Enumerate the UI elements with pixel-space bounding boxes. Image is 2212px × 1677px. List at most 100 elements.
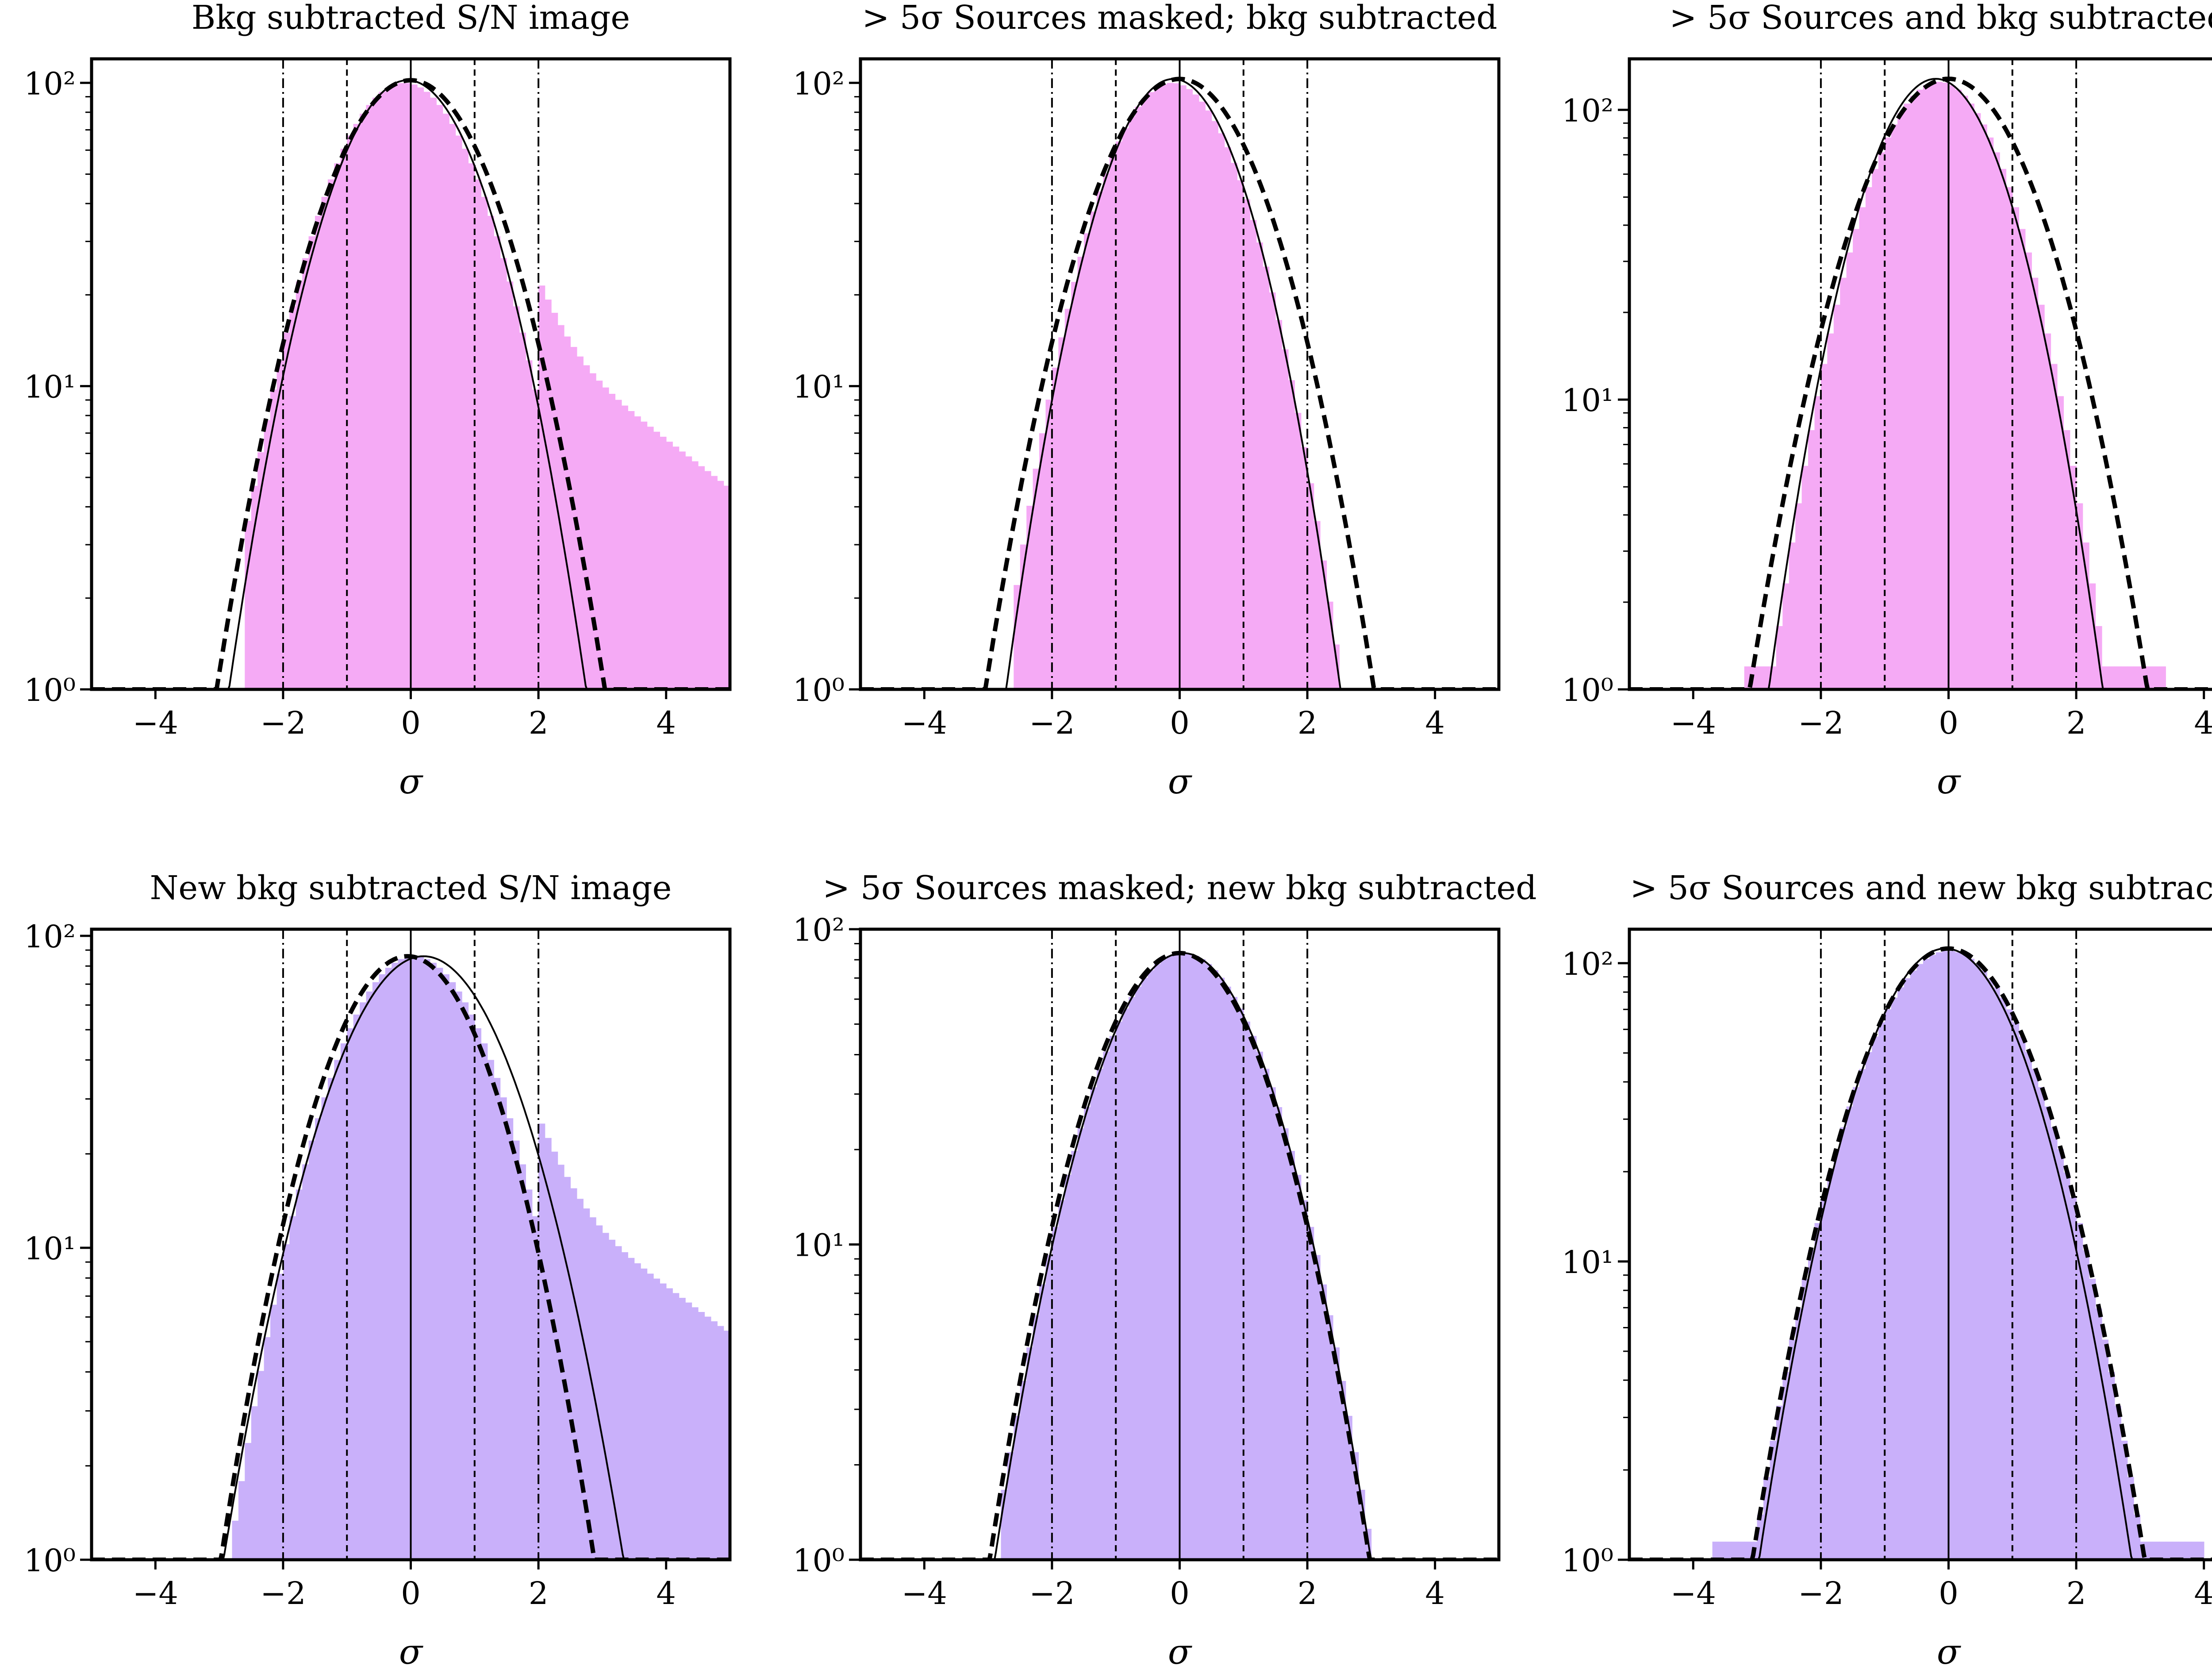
- histogram-bar: [1224, 986, 1231, 1560]
- x-tick-label: 2: [2066, 1575, 2086, 1612]
- x-tick-label: 0: [1170, 1575, 1190, 1612]
- histogram-bar: [1288, 1151, 1295, 1560]
- histogram-bar: [1833, 1149, 1840, 1560]
- histogram-bar: [1205, 964, 1212, 1560]
- histogram-bar: [1910, 970, 1917, 1560]
- histogram-bar: [1198, 101, 1206, 689]
- histogram-bar: [296, 281, 303, 689]
- histogram-bar: [1084, 233, 1091, 689]
- histogram-bar: [1731, 1542, 1739, 1560]
- histogram-bar: [723, 485, 730, 689]
- histogram-bar: [1904, 104, 1911, 689]
- histogram-bar: [1725, 1542, 1732, 1560]
- histogram-bar: [1744, 1542, 1751, 1560]
- histogram-bar: [1141, 98, 1148, 689]
- plot-area: [92, 59, 730, 689]
- histogram-bar: [660, 437, 667, 689]
- histogram-bar: [2159, 1542, 2166, 1560]
- histogram-bar: [423, 959, 430, 1560]
- histogram-bar: [2197, 1542, 2204, 1560]
- histogram-bar: [1090, 1087, 1097, 1560]
- histogram-bar: [1071, 1151, 1078, 1560]
- x-tick-label: −2: [1798, 1575, 1843, 1612]
- histogram-bar: [634, 416, 641, 689]
- histogram-bar: [1923, 85, 1930, 689]
- histogram-bar: [1789, 542, 1796, 689]
- histogram-bar: [360, 1002, 367, 1560]
- histogram-bar: [315, 215, 322, 689]
- histogram-bar: [411, 956, 418, 1560]
- histogram-bar: [392, 85, 399, 689]
- histogram-bar: [1103, 173, 1110, 689]
- histogram-bar: [264, 420, 271, 689]
- histogram-bar: [1763, 666, 1770, 689]
- histogram-bar: [1999, 169, 2007, 689]
- histogram-bar: [1148, 970, 1155, 1560]
- histogram-bar: [474, 1028, 481, 1560]
- histogram-bar: [551, 312, 558, 689]
- histogram-bar: [564, 336, 571, 689]
- histogram-bar: [398, 959, 405, 1560]
- y-tick-label: 10²: [24, 919, 76, 955]
- histogram-bar: [1173, 83, 1180, 689]
- fit-curve-dashed: [92, 78, 730, 689]
- histogram-bar: [1192, 94, 1199, 689]
- x-tick-label: 4: [1425, 705, 1445, 741]
- y-tick-label: 10⁰: [24, 672, 76, 708]
- histogram-bar: [347, 1028, 354, 1560]
- histogram-bar: [672, 1293, 680, 1560]
- histogram-bar: [321, 196, 328, 689]
- histogram-bar: [1320, 560, 1327, 689]
- histogram-bar: [251, 1406, 258, 1560]
- x-tick-label: 2: [1298, 705, 1317, 741]
- histogram-bar: [1872, 169, 1879, 689]
- histogram-bar: [1814, 1223, 1821, 1560]
- histogram-bar: [315, 1118, 322, 1560]
- histogram-bar: [1116, 141, 1123, 689]
- histogram-bar: [1096, 191, 1104, 689]
- histogram-bar: [1333, 1347, 1340, 1560]
- fit-curve-dashed: [92, 954, 730, 1560]
- histogram-bar: [1020, 1381, 1027, 1560]
- histogram-bar: [628, 1258, 635, 1560]
- histogram-bar: [1096, 1069, 1104, 1560]
- histogram-bar: [245, 521, 252, 689]
- histogram-bar: [1757, 1514, 1764, 1560]
- x-tick-label: 4: [656, 1575, 676, 1612]
- fit-curve-dashed: [860, 951, 1499, 1560]
- histogram-bar: [455, 991, 462, 1560]
- histogram-bar: [385, 87, 392, 689]
- histogram-bar: [2063, 430, 2070, 689]
- plot-area: [1629, 59, 2212, 689]
- histogram-bar: [538, 1123, 545, 1560]
- histogram-bar: [1993, 152, 2000, 689]
- histogram-bar: [340, 1043, 347, 1560]
- histogram-bar: [321, 1097, 328, 1560]
- histogram-bar: [2051, 364, 2058, 689]
- histogram-bar: [340, 149, 347, 689]
- histogram-bar: [723, 1331, 730, 1560]
- histogram-bar: [1135, 986, 1142, 1560]
- histogram-bar: [1891, 997, 1898, 1560]
- histogram-bar: [1801, 465, 1809, 689]
- y-tick-label: 10²: [793, 65, 845, 102]
- histogram-bar: [379, 974, 386, 1560]
- x-tick-label: −4: [133, 1575, 178, 1612]
- histogram-bar: [1122, 128, 1129, 689]
- histogram-bar: [270, 389, 277, 689]
- histogram-bar: [691, 1307, 699, 1560]
- histogram-bar: [327, 1078, 335, 1560]
- histogram-bar: [468, 1014, 475, 1560]
- histogram-bar: [660, 1283, 667, 1560]
- histogram-bar: [1256, 1051, 1263, 1560]
- x-tick-label: −2: [1798, 705, 1843, 741]
- histogram-bar: [513, 1140, 520, 1560]
- histogram-bar: [1872, 1036, 1879, 1560]
- panel-5: −4 −2 0 2 4 10⁰ 10¹ 10² > 5σ Sources masked; new…: [793, 869, 1537, 1672]
- fit-curve-dashed: [860, 77, 1499, 689]
- histogram-bar: [1135, 107, 1142, 689]
- histogram-bar: [232, 1520, 239, 1560]
- histogram-bar: [1224, 147, 1231, 689]
- y-tick-label: 10⁰: [1562, 672, 1613, 708]
